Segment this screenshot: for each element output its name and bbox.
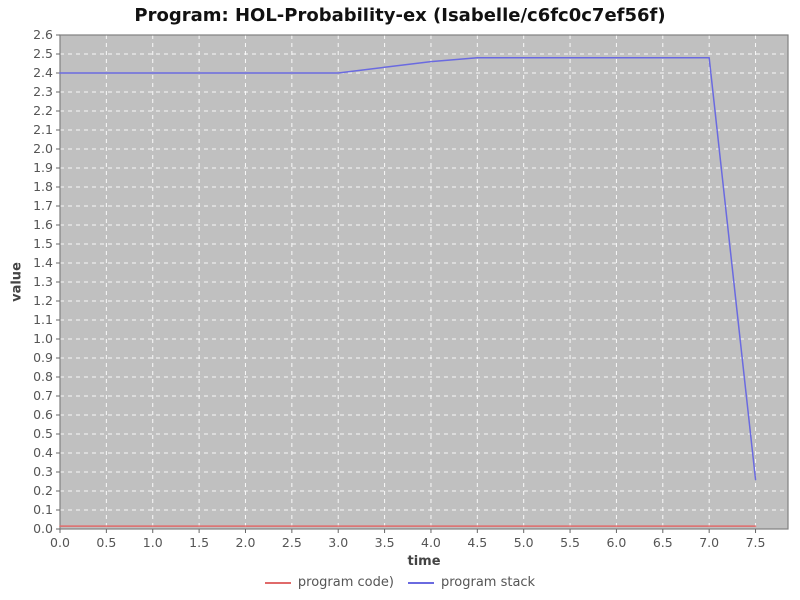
legend-label-program-stack: program stack [440, 575, 536, 590]
x-tick-label: 0.5 [96, 535, 116, 550]
y-tick-label: 0.4 [33, 445, 53, 460]
x-tick-label: 0.0 [50, 535, 70, 550]
y-tick-label: 1.5 [33, 236, 53, 251]
legend-line-program-code-icon [264, 581, 291, 584]
legend-item-program-code: program code) [264, 575, 394, 590]
x-axis-label: time [407, 554, 441, 569]
x-tick-label: 5.5 [560, 535, 580, 550]
y-tick-label: 2.6 [33, 27, 53, 42]
legend-line-program-stack-icon [407, 581, 434, 584]
y-axis-label: value [9, 262, 25, 302]
y-tick-label: 1.0 [33, 331, 53, 346]
legend-item-program-stack: program stack [407, 575, 536, 590]
y-tick-label: 0.0 [33, 521, 53, 536]
y-tick-label: 1.4 [33, 255, 53, 270]
x-tick-label: 6.0 [606, 535, 626, 550]
y-tick-label: 1.7 [33, 198, 53, 213]
x-tick-label: 4.5 [467, 535, 487, 550]
y-tick-label: 0.2 [33, 483, 53, 498]
y-tick-label: 0.5 [33, 426, 53, 441]
y-tick-label: 2.1 [33, 122, 53, 137]
y-tick-label: 0.6 [33, 407, 53, 422]
x-tick-label: 5.0 [514, 535, 534, 550]
y-tick-label: 1.3 [33, 274, 53, 289]
x-tick-label: 6.5 [653, 535, 673, 550]
chart-title: Program: HOL-Probability-ex (Isabelle/c6… [134, 5, 666, 26]
series-line-program-stack [59, 57, 757, 481]
legend-label-program-code: program code) [297, 575, 394, 590]
y-tick-label: 1.9 [33, 160, 53, 175]
x-tick-label: 7.0 [699, 535, 719, 550]
x-tick-label: 7.5 [746, 535, 766, 550]
y-tick-label: 2.3 [33, 84, 53, 99]
x-tick-label: 3.5 [375, 535, 395, 550]
x-tick-label: 1.0 [143, 535, 163, 550]
y-tick-label: 1.6 [33, 217, 53, 232]
x-tick-label: 4.0 [421, 535, 441, 550]
x-tick-label: 3.0 [328, 535, 348, 550]
y-tick-label: 0.9 [33, 350, 53, 365]
y-tick-label: 0.8 [33, 369, 53, 384]
chart-legend: program code) program stack [0, 575, 800, 590]
y-tick-label: 2.4 [33, 65, 53, 80]
y-tick-label: 1.8 [33, 179, 53, 194]
y-tick-label: 0.1 [33, 502, 53, 517]
y-tick-label: 1.1 [33, 312, 53, 327]
y-tick-label: 2.5 [33, 46, 53, 61]
x-axis-ticks: 0.0 0.5 1.0 1.5 2.0 2.5 3.0 3.5 4.0 4.5 5.0 5.5 6.0 6… [50, 529, 765, 550]
y-tick-label: 2.2 [33, 103, 53, 118]
y-tick-label: 2.0 [33, 141, 53, 156]
y-axis-ticks: 0.0 0.1 0.2 0.3 0.4 0.5 0.6 0.7 0.8 0.9 1.0 1.1 1.2 1… [33, 27, 60, 536]
x-tick-label: 2.0 [236, 535, 256, 550]
y-tick-label: 0.7 [33, 388, 53, 403]
x-tick-label: 2.5 [282, 535, 302, 550]
y-tick-label: 1.2 [33, 293, 53, 308]
y-tick-label: 0.3 [33, 464, 53, 479]
x-tick-label: 1.5 [189, 535, 209, 550]
